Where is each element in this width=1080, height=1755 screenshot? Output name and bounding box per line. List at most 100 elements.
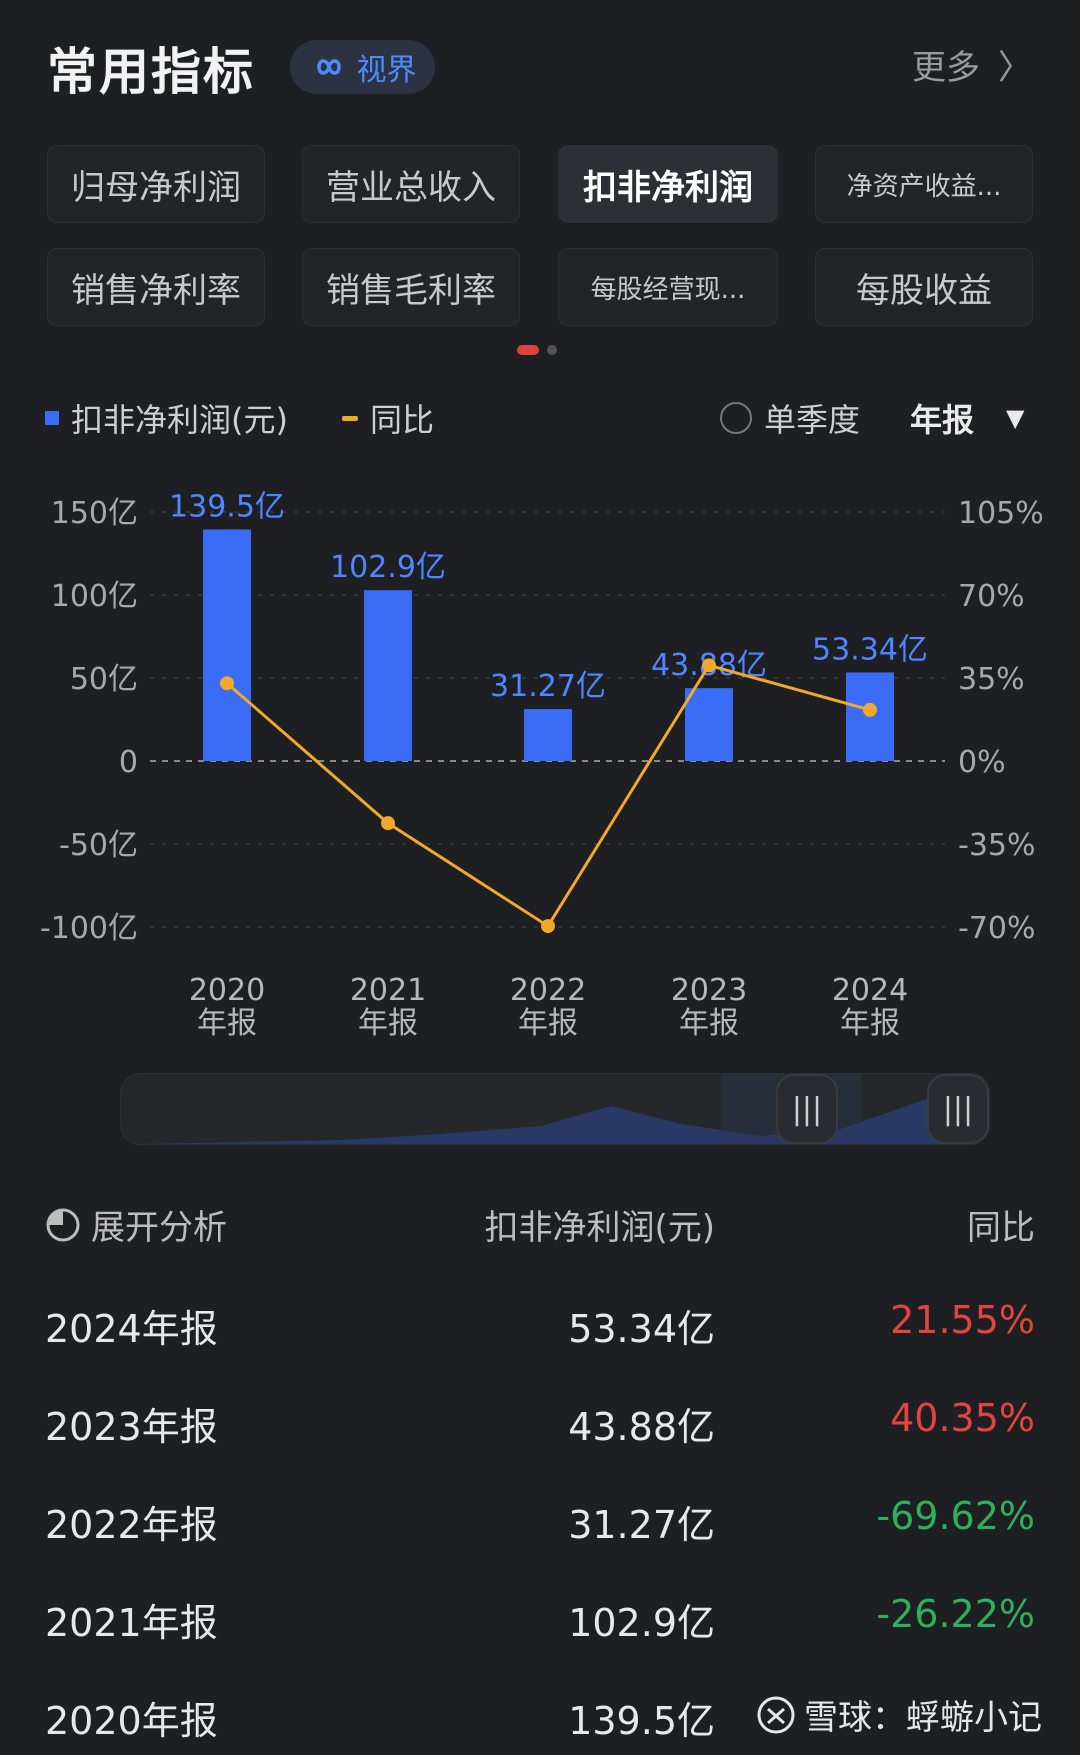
legend-bar-label: 扣非净利润(元) <box>71 401 288 439</box>
tab-label: 销售净利率 <box>71 270 241 311</box>
tab-deducted-net-profit[interactable]: 扣非净利润 <box>558 145 778 223</box>
row-period: 2020年报 <box>45 1699 218 1743</box>
x-tick-label: 年报 <box>679 1006 739 1041</box>
bar-data-label: 31.27亿 <box>490 669 606 704</box>
expand-analysis-label: 展开分析 <box>91 1208 227 1248</box>
period-label: 年报 <box>910 401 975 439</box>
yoy-point <box>541 919 555 934</box>
radio-icon <box>720 402 752 434</box>
chevron-right-icon: 〉 <box>998 48 1032 88</box>
snowball-logo-icon <box>757 1696 795 1733</box>
more-link[interactable]: 更多 〉 <box>912 40 1032 89</box>
x-tick-label: 2020 <box>189 973 265 1008</box>
tab-roe[interactable]: 净资产收益... <box>815 145 1033 223</box>
x-tick-label: 年报 <box>840 1006 900 1041</box>
period-select[interactable]: 年报 ▼ <box>910 395 1024 441</box>
table-row: 2023年报 43.88亿 40.35% <box>45 1396 1035 1456</box>
watermark-text: 雪球：蜉蝣小记 <box>804 1698 1042 1738</box>
col-header-yoy: 同比 <box>967 1208 1035 1248</box>
y-tick-right: 0% <box>958 745 1006 780</box>
y-tick-left: 100亿 <box>51 579 138 614</box>
y-tick-right: -70% <box>958 911 1036 946</box>
more-label: 更多 <box>912 48 980 88</box>
y-tick-left: -50亿 <box>59 828 138 863</box>
bar <box>524 709 572 761</box>
y-tick-left: 50亿 <box>70 662 138 697</box>
bar-data-label: 102.9亿 <box>330 550 446 585</box>
legend-line-swatch <box>342 415 358 421</box>
tab-label: 每股经营现... <box>590 274 746 305</box>
bar-data-label: 53.34亿 <box>812 632 928 667</box>
yoy-point <box>381 816 395 831</box>
legend-bar-swatch <box>45 411 59 425</box>
row-period: 2023年报 <box>45 1405 218 1449</box>
overview-sparkline <box>141 1074 989 1144</box>
row-value: 139.5亿 <box>568 1699 715 1743</box>
y-tick-left: 0 <box>119 745 138 780</box>
badge-label: 视界 <box>356 53 417 88</box>
slider-handle-right[interactable]: ||| <box>927 1074 989 1144</box>
table-row: 2021年报 102.9亿 -26.22% <box>45 1592 1035 1652</box>
legend-bar: 扣非净利润(元) <box>45 395 288 441</box>
tab-label: 每股收益 <box>856 270 992 311</box>
col-header-value: 扣非净利润(元) <box>484 1208 715 1248</box>
row-value: 31.27亿 <box>568 1503 715 1547</box>
x-tick-label: 2023 <box>671 973 747 1008</box>
profit-chart: 150亿 105% 100亿 70% 50亿 35% 0 0% -50亿 -35% -100亿 -70… <box>40 489 1044 1041</box>
tab-label: 销售毛利率 <box>326 270 496 311</box>
x-tick-label: 年报 <box>358 1006 418 1041</box>
expand-analysis[interactable]: 展开分析 <box>45 1200 227 1249</box>
table-row: 2020年报 139.5亿 <box>45 1690 1035 1750</box>
tab-label: 归母净利润 <box>71 167 241 208</box>
row-yoy: -26.22% <box>876 1592 1035 1636</box>
y-tick-right: -35% <box>958 828 1036 863</box>
row-yoy: 40.35% <box>890 1396 1035 1440</box>
slider-handle-left[interactable]: ||| <box>776 1074 838 1144</box>
range-slider[interactable]: ||| ||| <box>120 1073 990 1145</box>
chart-legend: 扣非净利润(元) 同比 单季度 年报 ▼ <box>45 395 1035 445</box>
tab-parent-net-profit[interactable]: 归母净利润 <box>47 145 265 223</box>
tab-eps[interactable]: 每股收益 <box>815 248 1033 326</box>
yoy-line <box>226 663 871 929</box>
page-indicator <box>517 345 557 355</box>
y-tick-right: 105% <box>958 496 1044 531</box>
page-dot <box>547 345 557 355</box>
tab-label: 营业总收入 <box>326 167 496 208</box>
tab-operating-cash-per-share[interactable]: 每股经营现... <box>558 248 778 326</box>
bar <box>685 688 733 761</box>
y-tick-right: 35% <box>958 662 1025 697</box>
table-row: 2024年报 53.34亿 21.55% <box>45 1298 1035 1358</box>
row-yoy: 21.55% <box>890 1298 1035 1342</box>
table-header: 展开分析 扣非净利润(元) 同比 <box>45 1200 1035 1250</box>
row-period: 2021年报 <box>45 1601 218 1645</box>
tab-total-revenue[interactable]: 营业总收入 <box>302 145 520 223</box>
vision-badge[interactable]: 视界 <box>290 40 435 94</box>
row-period: 2022年报 <box>45 1503 218 1547</box>
yoy-point <box>863 702 877 717</box>
tab-net-margin[interactable]: 销售净利率 <box>47 248 265 326</box>
yoy-point <box>220 676 234 691</box>
page-dot-active <box>517 345 539 355</box>
row-value: 102.9亿 <box>568 1601 715 1645</box>
legend-line: 同比 <box>342 395 434 441</box>
quarterly-label: 单季度 <box>764 401 861 439</box>
x-tick-label: 2024 <box>832 973 908 1008</box>
y-tick-left: -100亿 <box>40 911 138 946</box>
tab-label: 扣非净利润 <box>583 167 753 208</box>
table-row: 2022年报 31.27亿 -69.62% <box>45 1494 1035 1554</box>
triangle-down-icon: ▼ <box>1006 404 1025 432</box>
bar-data-label: 139.5亿 <box>169 489 285 524</box>
tab-gross-margin[interactable]: 销售毛利率 <box>302 248 520 326</box>
x-tick-label: 年报 <box>197 1006 257 1041</box>
row-period: 2024年报 <box>45 1307 218 1351</box>
legend-line-label: 同比 <box>370 401 435 439</box>
page-title: 常用指标 <box>47 43 255 101</box>
quarterly-toggle[interactable]: 单季度 <box>720 395 860 441</box>
row-value: 43.88亿 <box>568 1405 715 1449</box>
x-tick-label: 2022 <box>510 973 586 1008</box>
x-tick-label: 年报 <box>518 1006 578 1041</box>
row-yoy: -69.62% <box>876 1494 1035 1538</box>
bar <box>364 590 412 761</box>
yoy-point <box>702 658 716 673</box>
y-tick-left: 150亿 <box>51 496 138 531</box>
